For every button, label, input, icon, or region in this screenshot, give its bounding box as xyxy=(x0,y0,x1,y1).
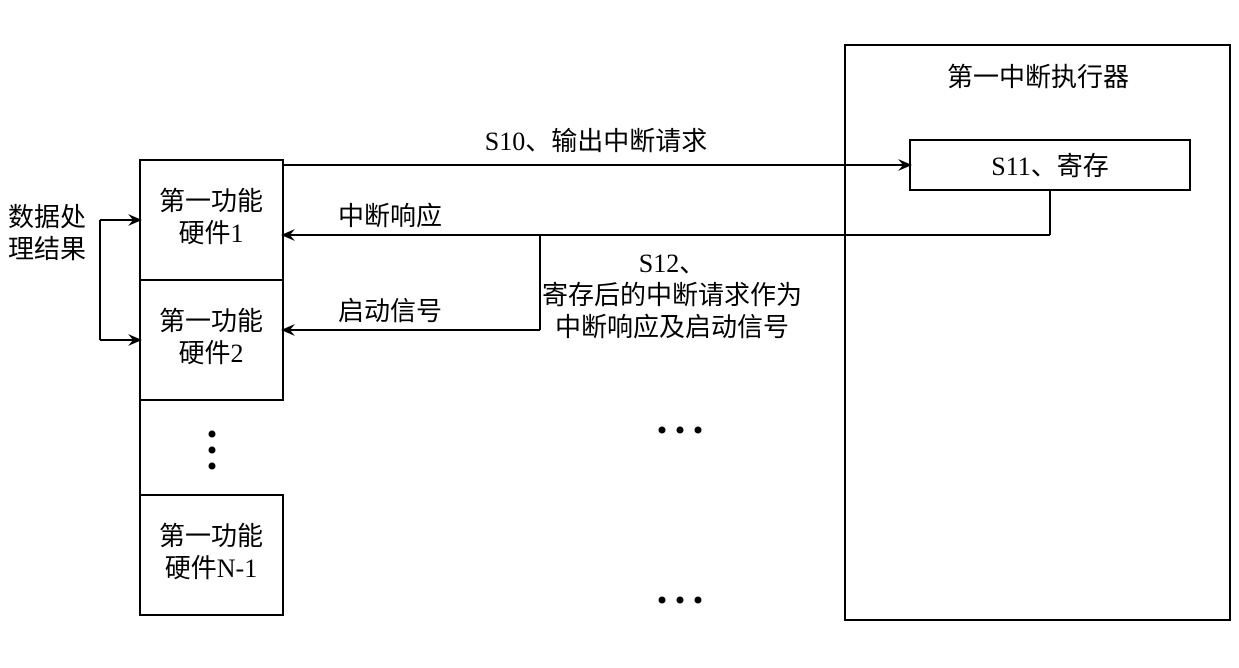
mid-dots-icon xyxy=(659,427,702,434)
s12-line3: 中断响应及启动信号 xyxy=(555,313,789,342)
data-result-label-line2: 理结果 xyxy=(8,235,86,264)
stack-dots-icon xyxy=(209,431,216,470)
hw2-line2: 硬件2 xyxy=(178,339,243,368)
response-label: 中断响应 xyxy=(338,202,442,231)
hwN1-line1: 第一功能 xyxy=(159,522,263,551)
hw1-line1: 第一功能 xyxy=(159,187,263,216)
s10-label: S10、输出中断请求 xyxy=(485,127,707,156)
s11-label: S11、寄存 xyxy=(991,152,1109,181)
executor-title: 第一中断执行器 xyxy=(947,63,1129,92)
interrupt-flow-diagram: 第一中断执行器 S11、寄存 第一功能 硬件1 第一功能 硬件2 第一功能 硬件… xyxy=(0,0,1239,668)
hw2-line1: 第一功能 xyxy=(159,307,263,336)
data-feed-arrows xyxy=(100,220,140,340)
s12-line2: 寄存后的中断请求作为 xyxy=(542,281,802,310)
hwN1-line2: 硬件N-1 xyxy=(165,554,257,583)
hw1-line2: 硬件1 xyxy=(178,219,243,248)
start-label: 启动信号 xyxy=(338,297,442,326)
s12-line1: S12、 xyxy=(639,249,705,278)
bottom-dots-icon xyxy=(659,597,702,604)
hardware-stack: 第一功能 硬件1 第一功能 硬件2 第一功能 硬件N-1 xyxy=(140,160,283,615)
executor-box xyxy=(845,45,1230,620)
data-result-label-line1: 数据处 xyxy=(8,203,86,232)
